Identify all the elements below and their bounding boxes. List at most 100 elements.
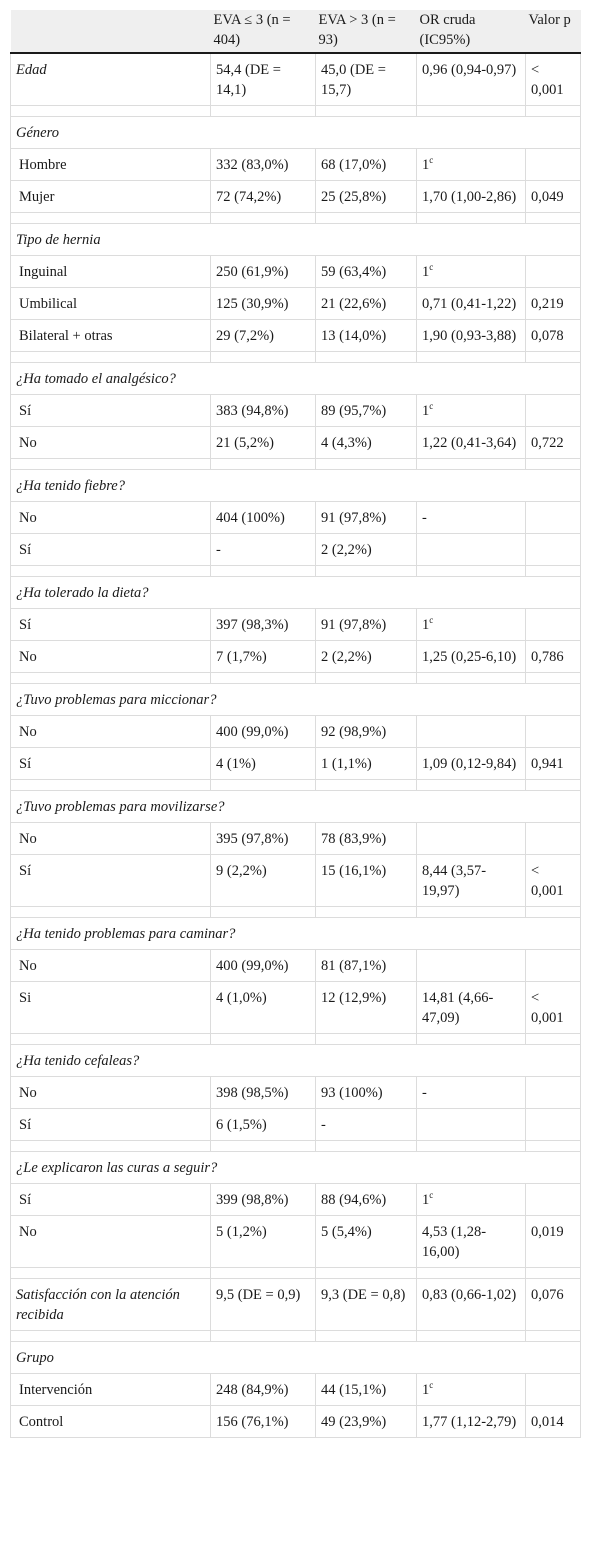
or-value	[416, 715, 526, 748]
spacer-row	[10, 565, 581, 577]
eva-low-value: 54,4 (DE = 14,1)	[210, 52, 316, 106]
section-header-row: ¿Tuvo problemas para miccionar?	[10, 683, 581, 716]
spacer-cell	[416, 779, 526, 791]
or-value	[416, 949, 526, 982]
eva-high-value: 4 (4,3%)	[315, 426, 417, 459]
or-value: 1,09 (0,12-9,84)	[416, 747, 526, 780]
table-row: Mujer 72 (74,2%) 25 (25,8%) 1,70 (1,00-2,86…	[10, 180, 581, 213]
row-label: Intervención	[10, 1373, 211, 1406]
eva-high-value: 88 (94,6%)	[315, 1183, 417, 1216]
eva-low-value: 400 (99,0%)	[210, 949, 316, 982]
p-value	[525, 533, 581, 566]
spacer-cell	[210, 779, 316, 791]
spacer-cell	[10, 351, 211, 363]
spacer-cell	[10, 458, 211, 470]
eva-high-value: -	[315, 1108, 417, 1141]
eva-high-value: 1 (1,1%)	[315, 747, 417, 780]
eva-high-value: 68 (17,0%)	[315, 148, 417, 181]
spacer-cell	[525, 779, 581, 791]
p-value	[525, 501, 581, 534]
p-value: 0,941	[525, 747, 581, 780]
section-header-row: Tipo de hernia	[10, 223, 581, 256]
row-label: No	[10, 1215, 211, 1268]
or-value: 1c	[416, 1373, 526, 1406]
eva-low-value: 397 (98,3%)	[210, 608, 316, 641]
row-label: Control	[10, 1405, 211, 1438]
or-value	[416, 533, 526, 566]
eva-high-value: 12 (12,9%)	[315, 981, 417, 1034]
row-label: Satisfacción con la atención recibida	[10, 1278, 211, 1331]
row-label: Sí	[10, 747, 211, 780]
table-row: Sí -2 (2,2%)	[10, 533, 581, 566]
eva-high-value: 9,3 (DE = 0,8)	[315, 1278, 417, 1331]
p-value: < 0,001	[525, 52, 581, 106]
section-header-row: ¿Le explicaron las curas a seguir?	[10, 1151, 581, 1184]
table-row: Bilateral + otras 29 (7,2%) 13 (14,0%) 1,90…	[10, 319, 581, 352]
p-value: 0,722	[525, 426, 581, 459]
p-value	[525, 1076, 581, 1109]
eva-low-value: 5 (1,2%)	[210, 1215, 316, 1268]
spacer-cell	[10, 672, 211, 684]
row-label: No	[10, 715, 211, 748]
spacer-cell	[10, 212, 211, 224]
section-label: ¿Le explicaron las curas a seguir?	[10, 1151, 581, 1184]
spacer-cell	[315, 906, 417, 918]
eva-low-value: 156 (76,1%)	[210, 1405, 316, 1438]
header-cell-or: OR cruda (IC95%)	[416, 10, 526, 54]
p-value: 0,219	[525, 287, 581, 320]
spacer-cell	[10, 1033, 211, 1045]
spacer-row	[10, 1140, 581, 1152]
spacer-cell	[10, 1140, 211, 1152]
spacer-cell	[525, 565, 581, 577]
row-label: Sí	[10, 533, 211, 566]
section-label: ¿Tuvo problemas para miccionar?	[10, 683, 581, 716]
eva-low-value: 383 (94,8%)	[210, 394, 316, 427]
or-value: 1,25 (0,25-6,10)	[416, 640, 526, 673]
table-row: Intervención 248 (84,9%) 44 (15,1%) 1c	[10, 1373, 581, 1406]
section-header-row: ¿Ha tomado el analgésico?	[10, 362, 581, 395]
p-value	[525, 822, 581, 855]
p-value: 0,014	[525, 1405, 581, 1438]
spacer-cell	[315, 672, 417, 684]
spacer-cell	[210, 565, 316, 577]
spacer-row	[10, 779, 581, 791]
spacer-cell	[416, 1267, 526, 1279]
row-label: Si	[10, 981, 211, 1034]
table-row: Hombre 332 (83,0%) 68 (17,0%) 1c	[10, 148, 581, 181]
eva-high-value: 25 (25,8%)	[315, 180, 417, 213]
header-cell-label	[10, 10, 211, 54]
table-row: No 7 (1,7%) 2 (2,2%) 1,25 (0,25-6,10) 0,786	[10, 640, 581, 673]
table-row: No 21 (5,2%) 4 (4,3%) 1,22 (0,41-3,64) 0,722	[10, 426, 581, 459]
spacer-cell	[416, 1330, 526, 1342]
row-label: No	[10, 426, 211, 459]
table-row: Sí 383 (94,8%) 89 (95,7%) 1c	[10, 394, 581, 427]
table-header: EVA ≤ 3 (n = 404) EVA > 3 (n = 93) OR cr…	[10, 10, 581, 54]
section-label: ¿Ha tenido cefaleas?	[10, 1044, 581, 1077]
section-header-row: Género	[10, 116, 581, 149]
spacer-row	[10, 212, 581, 224]
table-row: Sí 9 (2,2%) 15 (16,1%) 8,44 (3,57-19,97) < 0…	[10, 854, 581, 907]
or-value: 14,81 (4,66-47,09)	[416, 981, 526, 1034]
table-body: Edad 54,4 (DE = 14,1) 45,0 (DE = 15,7) 0,96…	[10, 52, 581, 1438]
section-label: ¿Ha tomado el analgésico?	[10, 362, 581, 395]
spacer-row	[10, 351, 581, 363]
section-label: Grupo	[10, 1341, 581, 1374]
spacer-cell	[315, 212, 417, 224]
spacer-row	[10, 1267, 581, 1279]
table-row: No 395 (97,8%) 78 (83,9%)	[10, 822, 581, 855]
eva-low-value: 332 (83,0%)	[210, 148, 316, 181]
results-table: EVA ≤ 3 (n = 404) EVA > 3 (n = 93) OR cr…	[10, 10, 581, 1438]
reference-superscript: c	[429, 401, 434, 412]
spacer-cell	[210, 1330, 316, 1342]
spacer-cell	[525, 906, 581, 918]
section-label: Género	[10, 116, 581, 149]
header-cell-p-value: Valor p	[525, 10, 581, 54]
spacer-cell	[525, 1267, 581, 1279]
spacer-cell	[210, 351, 316, 363]
row-label: Umbilical	[10, 287, 211, 320]
table-row: Inguinal 250 (61,9%) 59 (63,4%) 1c	[10, 255, 581, 288]
eva-high-value: 89 (95,7%)	[315, 394, 417, 427]
p-value: 0,786	[525, 640, 581, 673]
eva-low-value: 72 (74,2%)	[210, 180, 316, 213]
section-label: Tipo de hernia	[10, 223, 581, 256]
